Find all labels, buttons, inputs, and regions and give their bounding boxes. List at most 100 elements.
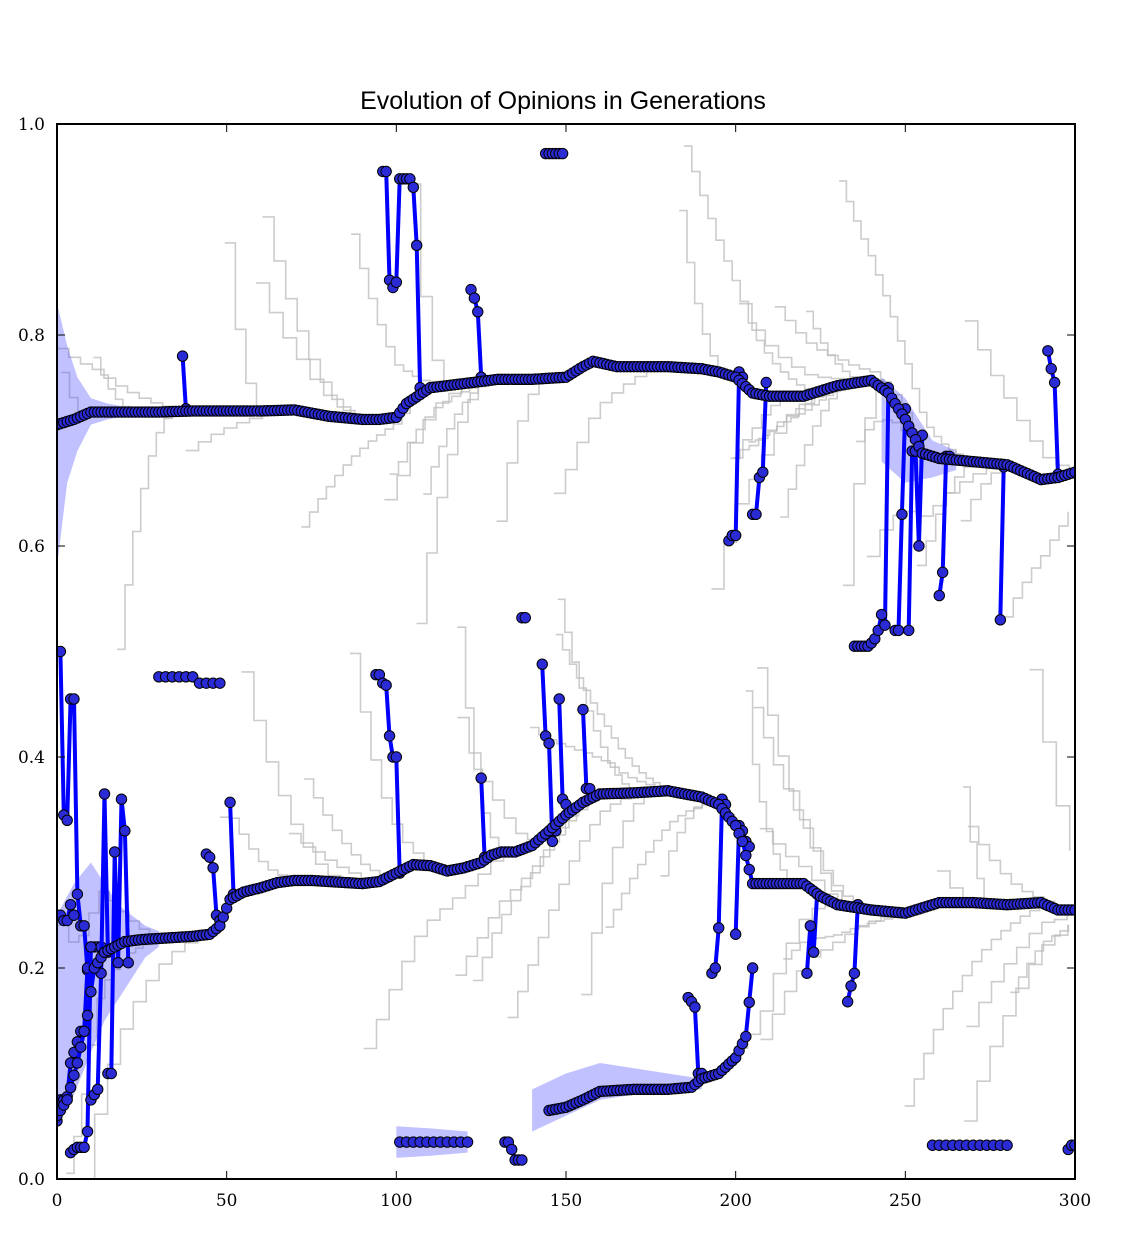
data-point bbox=[506, 1143, 518, 1156]
data-point bbox=[536, 658, 548, 670]
outlier-line bbox=[1045, 350, 1060, 475]
data-point bbox=[472, 306, 484, 318]
data-point bbox=[204, 851, 216, 863]
data-point bbox=[845, 980, 857, 992]
trace-line bbox=[416, 380, 490, 625]
trace-line bbox=[351, 233, 449, 386]
y-tick-label: 0.0 bbox=[18, 1170, 45, 1190]
outlier-line bbox=[540, 664, 558, 844]
data-point bbox=[848, 967, 861, 979]
data-point bbox=[122, 957, 134, 969]
trace-line bbox=[1010, 924, 1070, 994]
data-point bbox=[736, 835, 749, 848]
data-point bbox=[98, 788, 111, 800]
trace-line bbox=[117, 412, 173, 651]
trace-line bbox=[711, 389, 825, 590]
outlier-line bbox=[557, 698, 568, 806]
data-point bbox=[119, 825, 131, 837]
outlier-line bbox=[180, 355, 188, 410]
trace-line bbox=[530, 726, 692, 795]
data-point bbox=[896, 508, 908, 521]
data-point bbox=[709, 962, 722, 974]
outlier-line bbox=[804, 893, 820, 974]
trace-line bbox=[964, 925, 1069, 1122]
data-point bbox=[879, 619, 891, 631]
trace-line bbox=[457, 716, 552, 841]
trace-line bbox=[842, 389, 877, 587]
data-point bbox=[750, 508, 762, 521]
data-point bbox=[390, 751, 403, 763]
series-line bbox=[57, 788, 1075, 1117]
outlier-paths bbox=[57, 147, 1075, 1166]
data-point bbox=[81, 1125, 94, 1138]
data-point bbox=[207, 862, 219, 874]
trace-line bbox=[904, 905, 1060, 1107]
x-tick-label: 300 bbox=[1059, 1191, 1091, 1211]
trace-line bbox=[967, 825, 1056, 909]
trace-line bbox=[256, 282, 366, 419]
data-point bbox=[801, 967, 813, 979]
outlier-line bbox=[906, 435, 925, 631]
data-point bbox=[743, 996, 755, 1008]
data-point bbox=[729, 529, 742, 542]
trace-line bbox=[384, 382, 476, 501]
data-point bbox=[994, 614, 1007, 626]
data-point bbox=[57, 645, 67, 658]
y-tick-label: 1.0 bbox=[18, 115, 45, 135]
data-point bbox=[746, 962, 759, 974]
x-tick-label: 150 bbox=[550, 1191, 582, 1211]
trace-line bbox=[966, 915, 1068, 1028]
data-point bbox=[78, 1141, 90, 1154]
spread-band bbox=[57, 303, 159, 568]
data-point bbox=[1048, 376, 1061, 389]
data-point bbox=[64, 899, 77, 911]
data-point bbox=[78, 1025, 90, 1038]
trace-line bbox=[581, 794, 645, 996]
spread-bands bbox=[57, 303, 957, 1158]
trace-line bbox=[304, 778, 409, 876]
data-point bbox=[1042, 345, 1054, 357]
outlier-line bbox=[845, 904, 860, 1003]
data-point bbox=[577, 703, 589, 716]
data-point bbox=[407, 181, 419, 194]
trace-line bbox=[780, 385, 847, 518]
data-point bbox=[380, 679, 392, 691]
trace-line bbox=[745, 690, 795, 884]
trace-line bbox=[301, 390, 428, 528]
data-point bbox=[92, 1083, 104, 1096]
data-point bbox=[713, 922, 725, 934]
x-tick-label: 100 bbox=[380, 1191, 412, 1211]
trace-line bbox=[734, 904, 839, 1049]
outlier-line bbox=[479, 778, 488, 860]
data-point bbox=[875, 608, 888, 621]
outlier-line bbox=[998, 466, 1006, 620]
data-point bbox=[105, 1067, 117, 1080]
trace-line bbox=[496, 381, 540, 522]
data-point bbox=[757, 466, 769, 478]
trace-line bbox=[557, 598, 638, 793]
data-point bbox=[214, 677, 226, 689]
data-point bbox=[61, 814, 73, 826]
data-point bbox=[115, 793, 128, 805]
data-point bbox=[468, 292, 481, 304]
outlier-line bbox=[752, 382, 769, 517]
data-point bbox=[1069, 1139, 1075, 1151]
x-tick-label: 200 bbox=[719, 1191, 751, 1211]
x-axis: 0 50 100 150 200 250 300 bbox=[52, 124, 1091, 1211]
data-point bbox=[892, 624, 905, 637]
outlier-line bbox=[581, 709, 590, 791]
trace-line bbox=[555, 633, 682, 794]
data-point bbox=[461, 1136, 474, 1148]
trace-line bbox=[963, 786, 985, 899]
y-axis: 0.0 0.2 0.4 0.6 0.8 1.0 bbox=[18, 115, 1075, 1190]
trace-line bbox=[1004, 511, 1069, 618]
outlier-line bbox=[228, 802, 236, 895]
data-point bbox=[390, 276, 403, 288]
data-point bbox=[1001, 1139, 1013, 1151]
data-point bbox=[410, 239, 423, 252]
y-tick-label: 0.8 bbox=[18, 326, 45, 346]
data-point bbox=[85, 941, 97, 953]
data-point bbox=[176, 350, 189, 362]
data-point bbox=[71, 888, 84, 900]
trace-line bbox=[683, 145, 830, 391]
